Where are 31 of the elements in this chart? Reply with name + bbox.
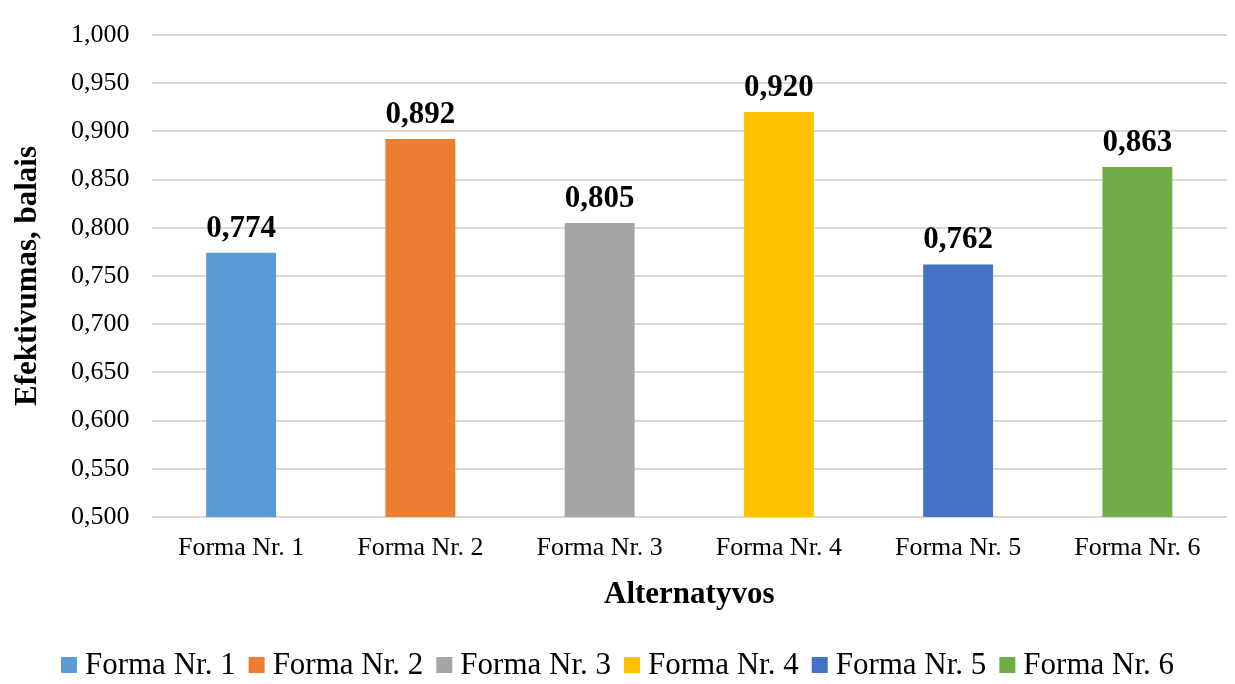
x-axis-title: Alternatyvos [604,574,775,610]
x-tick-label: Forma Nr. 1 [177,531,305,561]
x-tick-label: Forma Nr. 4 [715,531,843,561]
y-tick-label: 0,950 [71,67,130,97]
y-tick-label: 0,850 [71,163,130,193]
y-tick-label: 0,500 [71,500,130,530]
legend-label: Forma Nr. 5 [835,646,987,682]
x-tick-label: Forma Nr. 5 [894,531,1022,561]
legend-label: Forma Nr. 6 [1023,646,1175,682]
data-label: 0,762 [923,220,993,256]
data-label: 0,805 [564,178,635,214]
legend-label: Forma Nr. 3 [460,646,611,682]
y-tick-label: 0,900 [71,115,130,145]
y-tick-label: 0,750 [71,259,130,289]
legend-label: Forma Nr. 4 [648,646,800,682]
y-tick-label: 1,000 [71,18,130,48]
y-tick-label: 0,650 [71,356,130,386]
y-tick-label: 0,800 [71,211,130,241]
y-tick-label: 0,550 [71,452,130,482]
data-label: 0,863 [1102,123,1173,159]
y-tick-label: 0,700 [71,308,130,338]
y-axis-title: Efektivumas, balais [7,145,43,407]
data-label: 0,892 [385,95,456,131]
x-tick-label: Forma Nr. 3 [536,531,663,561]
y-tick-label: 0,600 [71,404,130,434]
x-tick-label: Forma Nr. 6 [1074,531,1201,561]
legend-label: Forma Nr. 2 [272,646,424,682]
legend-label: Forma Nr. 1 [84,646,236,682]
x-tick-label: Forma Nr. 2 [357,531,484,561]
data-label: 0,774 [206,208,276,244]
data-label: 0,920 [744,68,814,104]
